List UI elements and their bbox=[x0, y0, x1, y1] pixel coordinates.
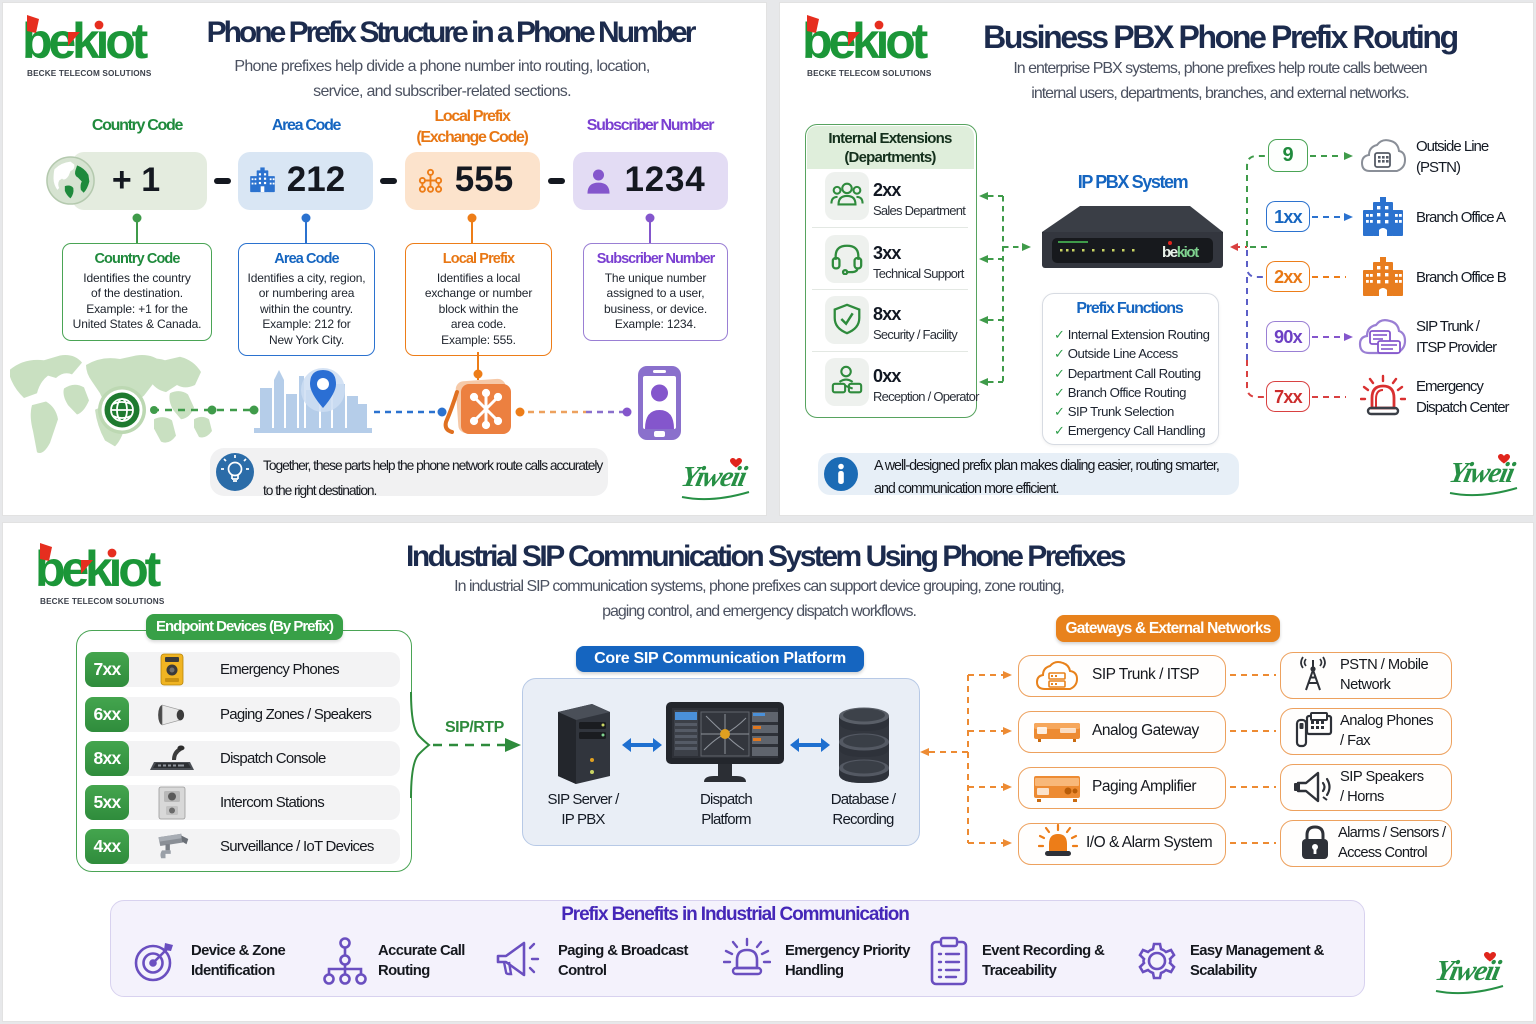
svg-text:bekıot: bekıot bbox=[802, 13, 929, 69]
svg-text:Yiweii: Yiweii bbox=[1446, 457, 1519, 489]
svg-text:bekiot: bekiot bbox=[1162, 244, 1199, 261]
svg-text:Yiweii: Yiweii bbox=[1432, 955, 1505, 987]
svg-text:BECKE TELECOM SOLUTIONS: BECKE TELECOM SOLUTIONS bbox=[40, 597, 165, 606]
svg-text:BECKE TELECOM SOLUTIONS: BECKE TELECOM SOLUTIONS bbox=[27, 69, 152, 78]
svg-text:Yiweii: Yiweii bbox=[678, 461, 751, 493]
svg-text:SIP/RTP: SIP/RTP bbox=[445, 719, 505, 736]
svg-text:bekıot: bekıot bbox=[35, 541, 162, 597]
svg-text:bekıot: bekıot bbox=[22, 13, 149, 69]
svg-text:BECKE TELECOM SOLUTIONS: BECKE TELECOM SOLUTIONS bbox=[807, 69, 932, 78]
